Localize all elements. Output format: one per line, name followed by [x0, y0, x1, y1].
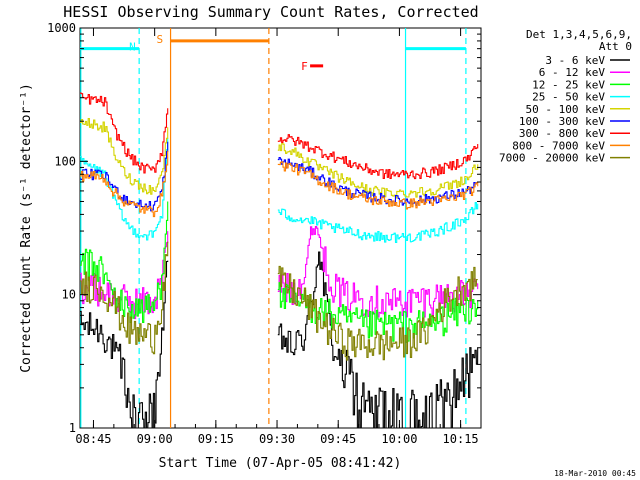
legend-header-line2: Att 0 [599, 40, 632, 53]
legend-label-6: 300 - 800 keV [519, 127, 605, 140]
marker-layer: N S F [80, 28, 467, 428]
legend-label-0: 3 - 6 keV [545, 54, 605, 67]
series-line-0-0 [80, 260, 169, 429]
series-layer [80, 92, 479, 429]
y-tick-label-0: 1 [69, 421, 76, 435]
series-line-8-1 [277, 265, 479, 361]
y-tick-label-1: 10 [62, 288, 76, 302]
y-tick-label-3: 1000 [47, 21, 76, 35]
y-axis-ticks: 1 10 100 1000 [47, 21, 481, 435]
y-tick-label-2: 100 [54, 154, 76, 168]
legend-label-3: 25 - 50 keV [532, 91, 605, 104]
flag-label-2: F [301, 60, 308, 73]
x-tick-label-6: 10:15 [443, 432, 479, 446]
series-line-7-1 [277, 161, 479, 210]
footer-timestamp: 18-Mar-2010 00:45 [554, 469, 636, 478]
series-line-3-1 [277, 202, 479, 243]
series-line-4-0 [80, 118, 169, 195]
flag-label-1: S [157, 33, 164, 46]
legend-label-4: 50 - 100 keV [526, 103, 606, 116]
plot-area: NSF 08:45 09:00 09:15 09:30 09:45 10:00 10:15 … [47, 21, 482, 446]
legend-label-1: 6 - 12 keV [539, 66, 606, 79]
flag-label-0: N [129, 41, 136, 54]
chart-title: HESSI Observing Summary Count Rates, Cor… [63, 3, 478, 21]
series-line-2-0 [80, 201, 169, 324]
x-tick-label-3: 09:30 [259, 432, 295, 446]
x-tick-label-2: 09:15 [198, 432, 234, 446]
series-line-6-0 [80, 92, 169, 174]
series-line-6-1 [277, 134, 479, 180]
x-tick-label-4: 09:45 [320, 432, 356, 446]
series-line-0-1 [277, 251, 479, 429]
x-axis-label: Start Time (07-Apr-05 08:41:42) [159, 456, 402, 471]
series-line-1-0 [80, 231, 169, 320]
series-line-4-1 [277, 142, 479, 199]
x-tick-label-0: 08:45 [75, 432, 111, 446]
legend-label-7: 800 - 7000 keV [512, 139, 605, 152]
plot-frame [79, 27, 482, 429]
series-line-7-0 [80, 150, 169, 218]
series-line-5-1 [277, 157, 479, 207]
legend-label-5: 100 - 300 keV [519, 115, 605, 128]
x-tick-label-5: 10:00 [381, 432, 417, 446]
x-tick-label-1: 09:00 [137, 432, 173, 446]
legend-label-2: 12 - 25 keV [532, 78, 605, 91]
series-line-3-0 [80, 137, 169, 241]
x-axis-ticks: 08:45 09:00 09:15 09:30 09:45 10:00 10:15 [75, 28, 482, 446]
legend-label-8: 7000 - 20000 keV [499, 152, 605, 165]
legend-header-line1: Det 1,3,4,5,6,9, [526, 28, 632, 41]
series-line-8-0 [80, 241, 169, 355]
y-axis-label: Corrected Count Rate (s⁻¹ detector⁻¹) [19, 83, 34, 373]
